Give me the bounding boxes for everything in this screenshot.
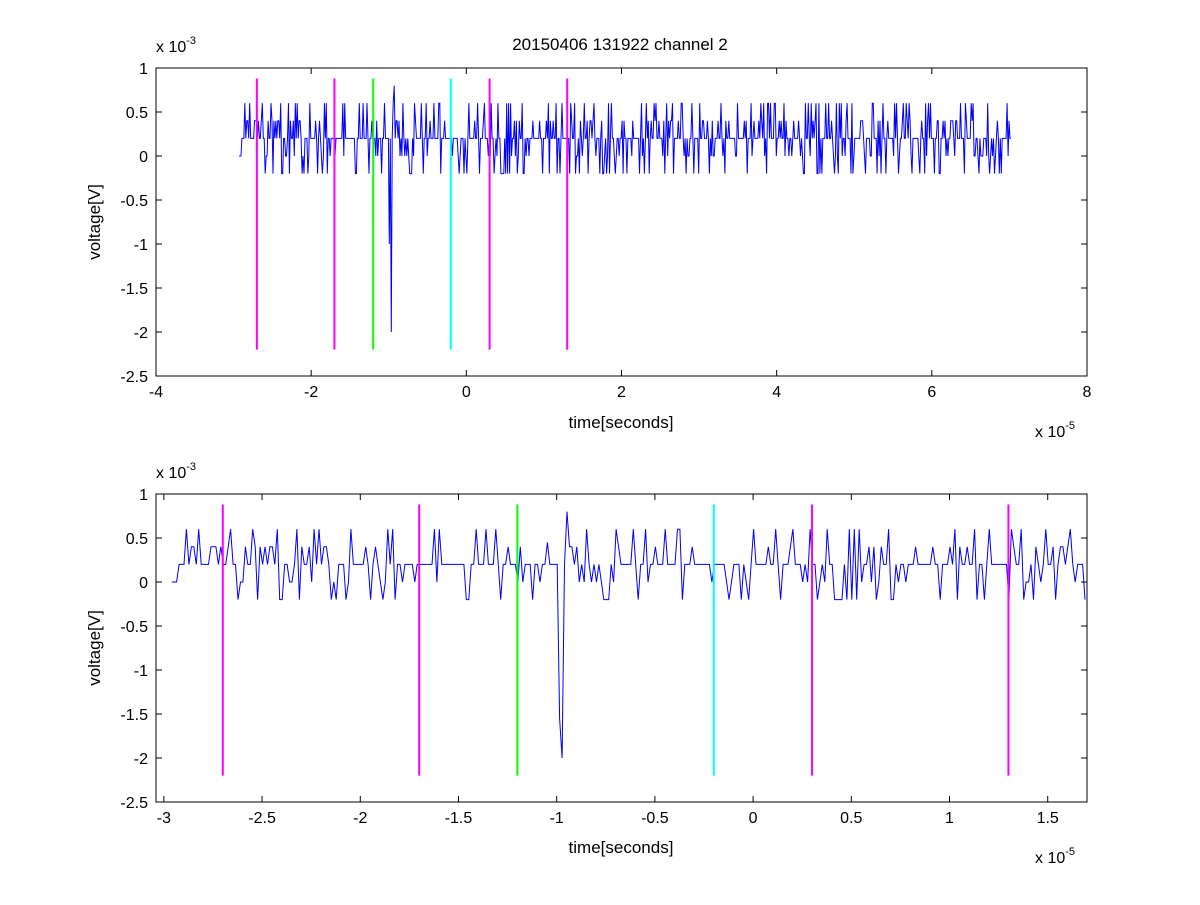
bottom-x-tick-label: -1 bbox=[550, 810, 564, 827]
top-x-exponent-base: x 10 bbox=[1035, 424, 1065, 441]
top-y-axis-label: voltage[V] bbox=[85, 184, 104, 260]
top-marker-layer bbox=[255, 78, 569, 350]
bottom-y-tick-label: 0.5 bbox=[126, 531, 148, 548]
top-y-ticks: 1 0.5 0 -0.5 -1 -1.5 -2 -2.5 bbox=[120, 61, 1087, 386]
top-y-tick-label: 0 bbox=[139, 149, 148, 166]
top-x-tick-label: 8 bbox=[1083, 384, 1092, 401]
top-y-tick-label: -1 bbox=[134, 237, 148, 254]
bottom-x-ticks: -3 -2.5 -2 -1.5 -1 -0.5 0 0.5 1 1.5 bbox=[157, 494, 1059, 827]
bottom-y-tick-label: -1.5 bbox=[120, 707, 148, 724]
bottom-y-exponent-power: -3 bbox=[186, 461, 196, 473]
top-y-tick-label: 0.5 bbox=[126, 105, 148, 122]
bottom-x-exponent-power: -5 bbox=[1065, 846, 1075, 858]
bottom-x-tick-label: 1 bbox=[945, 810, 954, 827]
bottom-x-tick-label: -0.5 bbox=[641, 810, 669, 827]
bottom-marker-layer bbox=[221, 504, 1010, 776]
bottom-x-tick-label: -3 bbox=[157, 810, 171, 827]
top-y-exponent: x 10-3 bbox=[156, 35, 196, 56]
top-x-exponent: x 10-5 bbox=[1035, 420, 1075, 441]
top-x-tick-label: 4 bbox=[772, 384, 781, 401]
top-x-tick-label: 6 bbox=[927, 384, 936, 401]
top-y-tick-label: -2.5 bbox=[120, 369, 148, 386]
top-signal-layer bbox=[239, 85, 1011, 333]
bottom-x-tick-label: -1.5 bbox=[445, 810, 473, 827]
top-x-tick-label: -4 bbox=[149, 384, 163, 401]
bottom-plot: -3 -2.5 -2 -1.5 -1 -0.5 0 0.5 1 1.5 1 0.5 0 -0.5 -1 -1… bbox=[85, 461, 1088, 867]
bottom-x-exponent-base: x 10 bbox=[1035, 850, 1065, 867]
top-x-tick-label: 0 bbox=[462, 384, 471, 401]
top-y-exponent-power: -3 bbox=[186, 35, 196, 47]
top-x-exponent-power: -5 bbox=[1065, 420, 1075, 432]
bottom-plot-frame bbox=[155, 493, 1088, 803]
bottom-y-tick-label: -1 bbox=[134, 663, 148, 680]
top-x-ticks: -4 -2 0 2 4 6 8 bbox=[149, 68, 1092, 401]
top-y-tick-label: -1.5 bbox=[120, 281, 148, 298]
bottom-y-tick-label: -0.5 bbox=[120, 619, 148, 636]
bottom-x-tick-label: 1.5 bbox=[1037, 810, 1059, 827]
bottom-x-tick-label: -2 bbox=[353, 810, 367, 827]
figure-title: 20150406 131922 channel 2 bbox=[512, 35, 728, 54]
top-y-exponent-base: x 10 bbox=[156, 39, 186, 56]
bottom-x-tick-label: -2.5 bbox=[248, 810, 276, 827]
top-y-tick-label: 1 bbox=[139, 61, 148, 78]
bottom-x-axis-label: time[seconds] bbox=[569, 838, 674, 857]
bottom-y-exponent-base: x 10 bbox=[156, 465, 186, 482]
top-y-tick-label: -2 bbox=[134, 325, 148, 342]
top-x-tick-label: -2 bbox=[304, 384, 318, 401]
top-plot: -4 -2 0 2 4 6 8 1 0.5 0 -0.5 -1 -1.5 -2 -2.5 time[sec… bbox=[85, 35, 1092, 441]
bottom-signal-layer bbox=[171, 511, 1086, 759]
top-x-tick-label: 2 bbox=[617, 384, 626, 401]
bottom-y-ticks: 1 0.5 0 -0.5 -1 -1.5 -2 -2.5 bbox=[120, 487, 1087, 812]
top-signal-trace bbox=[239, 85, 1011, 333]
bottom-y-exponent: x 10-3 bbox=[156, 461, 196, 482]
bottom-y-axis-label: voltage[V] bbox=[85, 610, 104, 686]
bottom-x-exponent: x 10-5 bbox=[1035, 846, 1075, 867]
bottom-y-tick-label: -2.5 bbox=[120, 795, 148, 812]
bottom-y-tick-label: 0 bbox=[139, 575, 148, 592]
top-y-tick-label: -0.5 bbox=[120, 193, 148, 210]
bottom-y-tick-label: -2 bbox=[134, 751, 148, 768]
top-x-axis-label: time[seconds] bbox=[569, 413, 674, 432]
bottom-signal-trace bbox=[171, 511, 1086, 759]
bottom-x-tick-label: 0 bbox=[749, 810, 758, 827]
bottom-x-tick-label: 0.5 bbox=[840, 810, 862, 827]
bottom-y-tick-label: 1 bbox=[139, 487, 148, 504]
